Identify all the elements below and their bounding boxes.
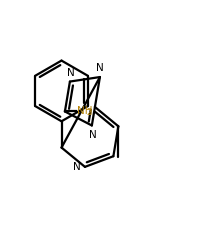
Text: N: N bbox=[96, 63, 103, 73]
Text: NH: NH bbox=[76, 106, 92, 116]
Text: N: N bbox=[67, 68, 74, 78]
Text: N: N bbox=[72, 162, 80, 172]
Text: 2: 2 bbox=[86, 108, 92, 117]
Text: N: N bbox=[88, 130, 96, 140]
